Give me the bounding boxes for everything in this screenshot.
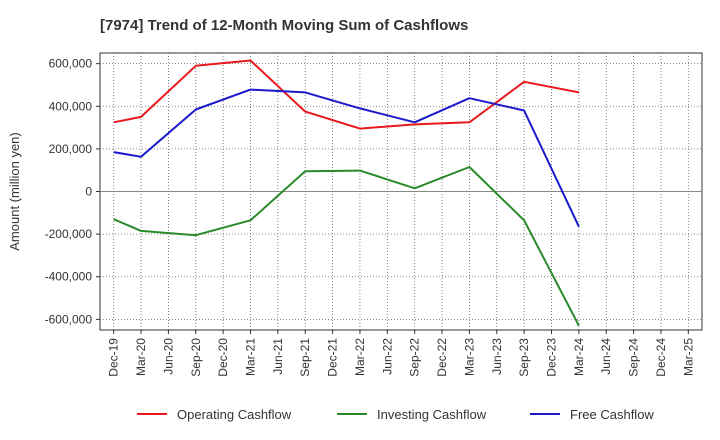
x-tick-label: Dec-24	[654, 338, 668, 377]
x-tick-label: Mar-21	[244, 338, 258, 376]
x-tick-label: Dec-23	[545, 338, 559, 377]
legend-label: Investing Cashflow	[377, 407, 487, 422]
x-tick-label: Mar-22	[353, 338, 367, 376]
x-axis: Dec-19 Mar-20 Jun-20 Sep-20 Dec-20 Mar-21 Jun-…	[107, 330, 695, 377]
y-tick-label: -600,000	[45, 312, 93, 326]
y-tick-label: 0	[85, 185, 92, 199]
y-tick-label: 200,000	[49, 142, 93, 156]
x-tick-label: Sep-20	[189, 338, 203, 377]
x-tick-label: Jun-24	[599, 338, 613, 375]
legend-label: Free Cashflow	[570, 407, 654, 422]
gridlines	[100, 53, 702, 330]
series-line-free-cashflow	[113, 88, 580, 228]
x-tick-label: Jun-20	[161, 338, 175, 375]
x-tick-label: Sep-23	[517, 338, 531, 377]
x-tick-label: Jun-23	[490, 338, 504, 375]
y-axis: 600,000 400,000 200,000 0 -200,000 -400,000 -6…	[45, 57, 100, 326]
chart-title: [7974] Trend of 12-Month Moving Sum of C…	[100, 17, 468, 34]
legend: Operating Cashflow Investing Cashflow Free…	[137, 407, 654, 422]
y-tick-label: -200,000	[45, 227, 93, 241]
y-tick-label: -400,000	[45, 270, 93, 284]
x-tick-label: Mar-25	[681, 338, 695, 376]
x-tick-label: Mar-20	[134, 338, 148, 376]
x-tick-label: Jun-21	[271, 338, 285, 375]
x-tick-label: Jun-22	[380, 338, 394, 375]
y-tick-label: 600,000	[49, 57, 93, 71]
series-line-investing-cashflow	[113, 166, 580, 327]
x-tick-label: Sep-21	[298, 338, 312, 377]
series-line-operating-cashflow	[113, 59, 580, 130]
x-tick-label: Dec-21	[326, 338, 340, 377]
series-lines	[113, 59, 580, 327]
legend-label: Operating Cashflow	[177, 407, 292, 422]
x-tick-label: Sep-22	[408, 338, 422, 377]
x-tick-label: Mar-24	[572, 338, 586, 376]
x-tick-label: Dec-19	[107, 338, 121, 377]
y-axis-label: Amount (million yen)	[7, 132, 22, 251]
x-tick-label: Dec-20	[216, 338, 230, 377]
x-tick-label: Sep-24	[627, 338, 641, 377]
y-tick-label: 400,000	[49, 99, 93, 113]
x-tick-label: Dec-22	[435, 338, 449, 377]
x-tick-label: Mar-23	[462, 338, 476, 376]
